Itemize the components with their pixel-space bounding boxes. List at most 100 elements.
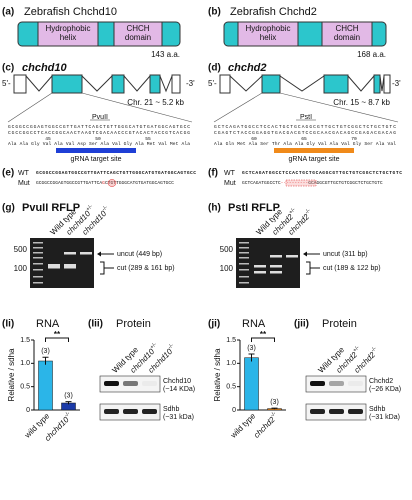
aa-position: 55 <box>145 136 151 142</box>
mut-post: CTGTTGGGCATGTGATGGCAGTGCC <box>105 180 174 186</box>
exon <box>51 74 83 94</box>
wt-sequence: GCTCAGATGGCCTCCACTGCTGCAGGCGTTGCTGTCGGCT… <box>242 170 402 176</box>
ladder-label: 500 <box>14 245 28 254</box>
blot-band <box>348 409 363 414</box>
mut-sequence: GCGGCCGGAGTGGCCGTTGATTCAGCTGTTGGGCATGTGA… <box>36 180 174 186</box>
blot-band <box>142 409 157 414</box>
panel-label: (Iii) <box>88 319 103 330</box>
gene-name: chchd2 <box>228 62 267 74</box>
five-prime: 5'- <box>208 79 217 88</box>
panel-title: Protein <box>322 318 357 330</box>
n-label: (3) <box>270 399 279 406</box>
cut-label: cut (289 & 161 bp) <box>117 265 175 272</box>
ladder-band <box>33 276 43 278</box>
exon <box>323 74 349 94</box>
blot-band <box>310 381 325 386</box>
significance-bracket <box>45 337 69 342</box>
x-tick-label-text: wild type <box>228 411 257 440</box>
zoom-line <box>81 92 193 123</box>
panel-title: RNA <box>36 318 60 330</box>
ladder-band <box>239 282 249 284</box>
sequence: GCTCAGATGGCCTCCACTGCTGCAGGCGTTGCTGTCGGCT… <box>214 124 396 130</box>
error-bar <box>248 353 255 362</box>
x-tick-label: wild type <box>228 411 257 440</box>
gel-band <box>286 255 298 258</box>
three-prime: -3' <box>186 79 195 88</box>
exon <box>261 74 281 94</box>
mut-post: GCAGGCGTTGCTGTCGGCTCTGCTGTC <box>308 180 383 186</box>
grna-bar <box>274 148 354 153</box>
ladder-band <box>239 263 249 265</box>
panel-label: (f) <box>208 168 218 179</box>
exon <box>383 74 391 94</box>
lane-label-sup: -/- <box>304 208 312 216</box>
mut-pre: GCTCAGATGGCCTC <box>242 180 281 186</box>
gene-name: chchd10 <box>22 62 68 74</box>
bar <box>38 360 53 411</box>
three-prime: -3' <box>392 79 401 88</box>
uncut-label: uncut (449 bp) <box>117 251 162 258</box>
n-label: (3) <box>64 392 73 399</box>
significance: ** <box>260 330 267 339</box>
intron <box>81 75 113 92</box>
domain-label: helix <box>60 33 76 42</box>
protein-domain <box>321 21 373 47</box>
gel-band <box>270 271 282 274</box>
panel-title: Zebrafish Chchd10 <box>24 6 117 18</box>
gel-band <box>48 266 60 269</box>
band-size: (~14 KDa) <box>163 386 195 393</box>
domain-label: Hydrophobic <box>246 24 291 33</box>
mut-del: ---------- <box>281 181 309 186</box>
five-prime: 5'- <box>2 79 11 88</box>
grna-label: gRNA target site <box>289 156 340 163</box>
ladder-band <box>33 252 43 254</box>
zoom-line <box>279 92 399 123</box>
gel-band <box>270 255 282 258</box>
exon <box>149 74 161 94</box>
panel-title: Protein <box>116 318 151 330</box>
gel-band <box>80 252 92 255</box>
blot-band <box>104 409 119 414</box>
blot-band <box>142 381 157 386</box>
aa-position: 50 <box>95 136 101 142</box>
ladder-label: 500 <box>220 245 234 254</box>
panel-label: (d) <box>208 63 221 74</box>
arrow-head <box>303 251 307 257</box>
n-label: (3) <box>41 348 50 355</box>
ladder-band <box>239 257 249 259</box>
gel-band <box>64 266 76 269</box>
gel-band <box>270 265 282 268</box>
ladder-label: 100 <box>14 264 28 273</box>
band-name: Sdhb <box>369 406 385 413</box>
panel-label: (jii) <box>294 319 309 330</box>
gel-band <box>48 264 60 267</box>
significance-bracket <box>251 337 275 342</box>
y-tick-label: 0 <box>26 407 30 414</box>
lane-label-sup: -/- <box>101 205 109 213</box>
enzyme: PvuII <box>92 114 108 121</box>
exon <box>171 74 181 94</box>
ladder-band <box>239 252 249 254</box>
intron <box>25 75 53 92</box>
aa-position: 70 <box>351 136 357 142</box>
lane-label-sup: +/- <box>352 345 361 354</box>
exon <box>111 74 125 94</box>
ladder-band <box>33 263 43 265</box>
uncut-label: uncut (311 bp) <box>323 251 368 258</box>
exon <box>13 74 27 94</box>
chromosome: Chr. 21 ~ 5.2 kb <box>127 98 184 107</box>
cut-bracket <box>306 261 311 275</box>
sequence: GCGGCCGGAGTGGCCGTTGATTCAGCTGTTGGGCATGTGA… <box>8 124 190 130</box>
protein-length: 168 a.a. <box>357 50 386 59</box>
panel-title: PstI RFLP <box>228 202 280 214</box>
ladder-band <box>239 269 249 271</box>
intron <box>229 75 263 92</box>
gel-band <box>254 265 266 268</box>
domain-label: CHCH <box>126 24 149 33</box>
y-tick-label: 0 <box>232 407 236 414</box>
y-tick-label: 1.0 <box>226 360 236 367</box>
panel-label: (ji) <box>208 319 220 330</box>
panel-label: (e) <box>2 168 14 179</box>
panel-title: Zebrafish Chchd2 <box>230 6 317 18</box>
mut-sequence: GCTCAGATGGCCTC----------GCAGGCGTTGCTGTCG… <box>242 180 383 186</box>
